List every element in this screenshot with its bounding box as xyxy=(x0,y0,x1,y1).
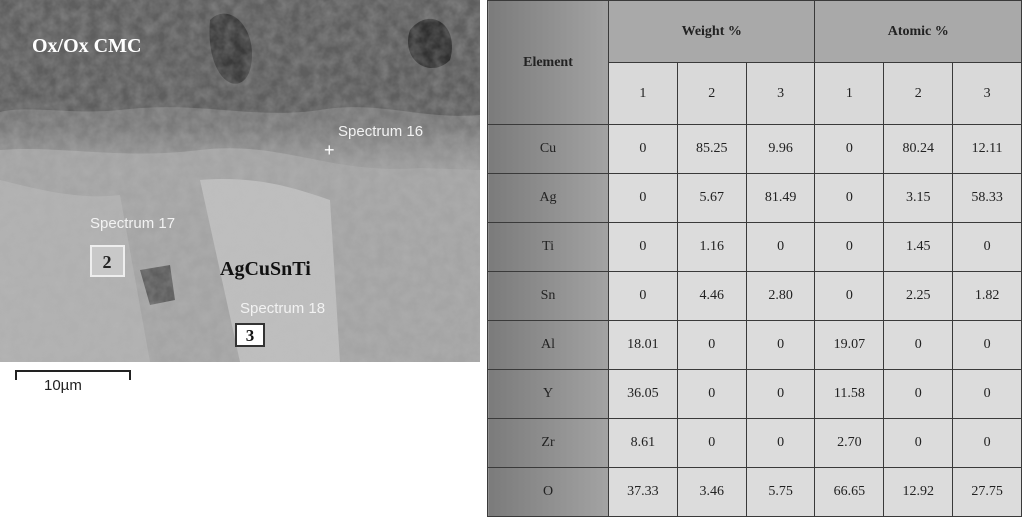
value-cell: 2.25 xyxy=(884,272,953,321)
value-cell: 0 xyxy=(953,370,1022,419)
value-cell: 0 xyxy=(815,223,884,272)
value-cell: 12.92 xyxy=(884,468,953,517)
matrix-label: Ox/Ox CMC xyxy=(32,35,141,57)
scale-bar-label: 10µm xyxy=(44,377,82,394)
spectrum-label: Spectrum 18 xyxy=(240,300,325,317)
value-cell: 0 xyxy=(815,174,884,223)
value-cell: 11.58 xyxy=(815,370,884,419)
value-cell: 0 xyxy=(609,125,678,174)
sem-image: Ox/Ox CMC Spectrum 16 + Spectrum 17 2 Sp… xyxy=(0,0,484,400)
spectrum-marker: + xyxy=(324,140,335,160)
value-cell: 5.67 xyxy=(677,174,746,223)
value-cell: 0 xyxy=(609,272,678,321)
spectrum-label: Spectrum 17 xyxy=(90,215,175,232)
element-cell: Zr xyxy=(488,419,609,468)
figure: Ox/Ox CMC Spectrum 16 + Spectrum 17 2 Sp… xyxy=(0,0,1022,517)
value-cell: 4.46 xyxy=(677,272,746,321)
group-header: Atomic % xyxy=(815,1,1022,63)
value-cell: 81.49 xyxy=(746,174,815,223)
value-cell: 8.61 xyxy=(609,419,678,468)
value-cell: 36.05 xyxy=(609,370,678,419)
value-cell: 0 xyxy=(746,223,815,272)
value-cell: 3.46 xyxy=(677,468,746,517)
column-header: 3 xyxy=(953,63,1022,125)
value-cell: 0 xyxy=(746,419,815,468)
value-cell: 0 xyxy=(815,272,884,321)
value-cell: 58.33 xyxy=(953,174,1022,223)
value-cell: 18.01 xyxy=(609,321,678,370)
column-header: 2 xyxy=(677,63,746,125)
value-cell: 80.24 xyxy=(884,125,953,174)
value-cell: 0 xyxy=(677,321,746,370)
value-cell: 0 xyxy=(609,174,678,223)
value-cell: 2.80 xyxy=(746,272,815,321)
value-cell: 0 xyxy=(953,223,1022,272)
element-cell: Cu xyxy=(488,125,609,174)
value-cell: 9.96 xyxy=(746,125,815,174)
element-cell: Ag xyxy=(488,174,609,223)
value-cell: 0 xyxy=(953,419,1022,468)
column-header: 1 xyxy=(609,63,678,125)
element-cell: Al xyxy=(488,321,609,370)
value-cell: 0 xyxy=(884,321,953,370)
value-cell: 1.45 xyxy=(884,223,953,272)
value-cell: 2.70 xyxy=(815,419,884,468)
value-cell: 66.65 xyxy=(815,468,884,517)
column-header: 1 xyxy=(815,63,884,125)
spectrum-label: Spectrum 16 xyxy=(338,123,423,140)
value-cell: 1.82 xyxy=(953,272,1022,321)
element-cell: Y xyxy=(488,370,609,419)
spectrum-marker: 2 xyxy=(103,252,112,272)
value-cell: 1.16 xyxy=(677,223,746,272)
column-header: 2 xyxy=(884,63,953,125)
value-cell: 0 xyxy=(953,321,1022,370)
value-cell: 12.11 xyxy=(953,125,1022,174)
value-cell: 0 xyxy=(746,370,815,419)
value-cell: 3.15 xyxy=(884,174,953,223)
group-header: Weight % xyxy=(609,1,815,63)
spectrum-marker: 3 xyxy=(246,326,255,345)
value-cell: 37.33 xyxy=(609,468,678,517)
element-cell: Ti xyxy=(488,223,609,272)
element-cell: O xyxy=(488,468,609,517)
value-cell: 5.75 xyxy=(746,468,815,517)
value-cell: 0 xyxy=(609,223,678,272)
value-cell: 0 xyxy=(746,321,815,370)
element-header: Element xyxy=(488,1,609,125)
value-cell: 19.07 xyxy=(815,321,884,370)
filler-label: AgCuSnTi xyxy=(220,258,311,280)
value-cell: 0 xyxy=(677,419,746,468)
value-cell: 0 xyxy=(884,370,953,419)
value-cell: 85.25 xyxy=(677,125,746,174)
value-cell: 0 xyxy=(677,370,746,419)
value-cell: 0 xyxy=(884,419,953,468)
value-cell: 0 xyxy=(815,125,884,174)
value-cell: 27.75 xyxy=(953,468,1022,517)
element-cell: Sn xyxy=(488,272,609,321)
column-header: 3 xyxy=(746,63,815,125)
